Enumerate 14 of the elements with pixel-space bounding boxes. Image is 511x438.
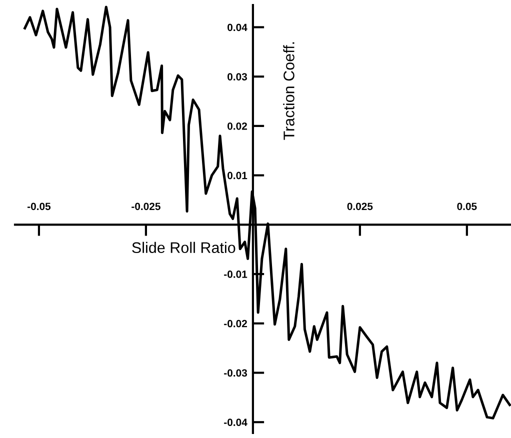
x-tick-label: -0.025 [132, 202, 160, 210]
x-tick-label: 0.025 [347, 202, 373, 210]
y-tick-label: 0.01 [228, 172, 248, 180]
y-tick-label: -0.04 [224, 418, 248, 426]
y-tick-label: -0.01 [224, 270, 248, 278]
x-tick-label: 0.05 [457, 202, 477, 210]
y-axis-title: Traction Coeff. [283, 42, 294, 140]
y-tick-label: 0.04 [228, 24, 248, 32]
y-tick-label: -0.02 [224, 320, 247, 328]
y-tick-label: 0.03 [228, 73, 248, 80]
x-tick-label: -0.05 [28, 202, 51, 210]
x-axis-title: Slide Roll Ratio [132, 242, 236, 254]
y-tick-label: 0.02 [228, 122, 247, 130]
y-tick-label: -0.03 [224, 369, 248, 377]
